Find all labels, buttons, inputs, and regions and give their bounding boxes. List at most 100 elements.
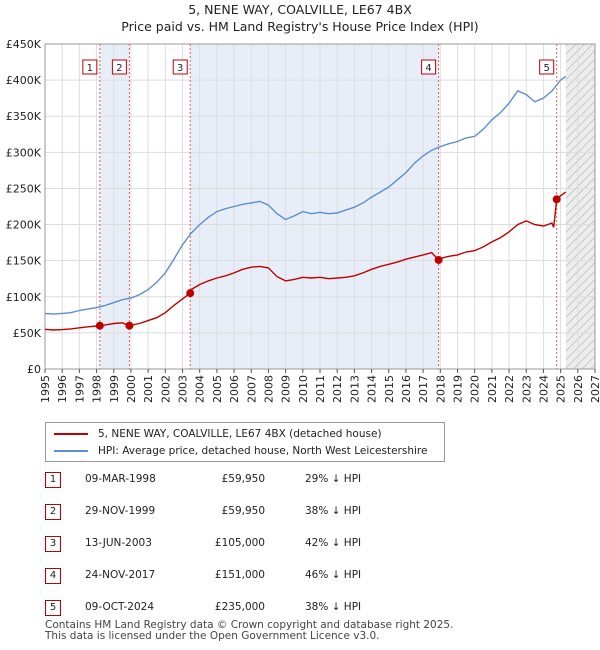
- sale-point: [434, 255, 443, 264]
- sale-label-number: 3: [177, 63, 183, 74]
- series-line: [44, 75, 567, 315]
- x-tick-label: 2020: [469, 375, 482, 403]
- price-chart: 1 2 3 4 5 £0 £50K £100K £150K £200K £250K £300K £350…: [6, 38, 600, 403]
- sale-hpi-diff: 46% ↓ HPI: [305, 569, 362, 581]
- legend-label-property: 5, NENE WAY, COALVILLE, LE67 4BX (detach…: [98, 428, 382, 440]
- sale-price: £59,950: [221, 473, 265, 485]
- footer-attribution: Contains HM Land Registry data © Crown c…: [45, 620, 453, 642]
- sale-date: 09-MAR-1998: [85, 473, 156, 485]
- legend-item-property: 5, NENE WAY, COALVILLE, LE67 4BX (detach…: [54, 426, 382, 442]
- sale-label-box: [172, 59, 188, 75]
- sale-row: 1 09-MAR-1998 £59,950 29% ↓ HPI: [45, 472, 465, 490]
- x-tick-label: 2004: [194, 375, 207, 403]
- y-tick-label: £450K: [6, 38, 42, 51]
- chart-title: 5, NENE WAY, COALVILLE, LE67 4BX: [188, 2, 412, 17]
- sale-row: 2 29-NOV-1999 £59,950 38% ↓ HPI: [45, 504, 465, 522]
- sale-number-badge: 5: [45, 600, 61, 616]
- sale-hpi-diff: 38% ↓ HPI: [305, 601, 362, 613]
- sale-period-shading: [99, 44, 130, 369]
- sale-period-shading: [190, 44, 439, 369]
- x-tick-label: 2016: [400, 375, 413, 403]
- x-tick-label: 2003: [177, 375, 190, 403]
- x-tick-label: 2011: [314, 375, 327, 403]
- chart-legend: 5, NENE WAY, COALVILLE, LE67 4BX (detach…: [45, 422, 445, 462]
- sale-date: 29-NOV-1999: [85, 505, 156, 517]
- x-tick-label: 2008: [262, 375, 275, 403]
- forecast-hatch: [565, 44, 595, 369]
- sale-point: [125, 321, 134, 330]
- sale-number-badge: 1: [45, 472, 61, 488]
- y-tick-label: £200K: [6, 219, 42, 232]
- sale-number-badge: 2: [45, 504, 61, 520]
- x-tick-label: 2010: [297, 375, 310, 403]
- sale-row: 4 24-NOV-2017 £151,000 46% ↓ HPI: [45, 568, 465, 586]
- sale-row: 3 13-JUN-2003 £105,000 42% ↓ HPI: [45, 536, 465, 554]
- sale-point: [552, 195, 561, 204]
- x-tick-label: 2023: [520, 375, 533, 403]
- sale-point: [186, 289, 195, 298]
- x-tick-label: 2015: [383, 375, 396, 403]
- footer-copyright: Contains HM Land Registry data © Crown c…: [45, 619, 454, 631]
- legend-label-hpi: HPI: Average price, detached house, Nort…: [98, 445, 428, 457]
- legend-swatch-property: [54, 433, 88, 435]
- x-tick-label: 2024: [537, 375, 550, 403]
- sale-label-number: 1: [87, 63, 93, 74]
- chart-subtitle: Price paid vs. HM Land Registry's House …: [121, 19, 479, 34]
- legend-swatch-hpi: [54, 450, 88, 452]
- x-tick-label: 2002: [159, 375, 172, 403]
- sale-number-badge: 4: [45, 568, 61, 584]
- y-tick-label: £250K: [6, 182, 42, 195]
- legend-item-hpi: HPI: Average price, detached house, Nort…: [54, 443, 427, 459]
- sale-price: £151,000: [214, 569, 265, 581]
- x-tick-label: 2001: [142, 375, 155, 403]
- sale-label-number: 5: [543, 63, 549, 74]
- sale-hpi-diff: 29% ↓ HPI: [305, 473, 362, 485]
- x-tick-label: 2009: [280, 375, 293, 403]
- sale-date: 13-JUN-2003: [85, 537, 152, 549]
- sale-label-box: [421, 59, 437, 75]
- sale-row: 5 09-OCT-2024 £235,000 38% ↓ HPI: [45, 600, 465, 618]
- footer-licence: This data is licensed under the Open Gov…: [45, 630, 380, 642]
- y-tick-label: £400K: [6, 74, 42, 87]
- sale-label-box: [82, 59, 98, 75]
- sale-label-number: 4: [425, 63, 431, 74]
- x-tick-label: 2026: [572, 375, 585, 403]
- y-tick-label: £0: [27, 363, 41, 376]
- sale-price: £105,000: [214, 537, 265, 549]
- sale-label-box: [111, 59, 127, 75]
- x-tick-label: 2025: [555, 375, 568, 403]
- sale-date: 24-NOV-2017: [85, 569, 156, 581]
- x-tick-label: 2000: [125, 375, 138, 403]
- sale-hpi-diff: 38% ↓ HPI: [305, 505, 362, 517]
- y-tick-label: £150K: [6, 255, 42, 268]
- x-tick-label: 2019: [452, 375, 465, 403]
- x-tick-label: 2005: [211, 375, 224, 403]
- y-tick-label: £350K: [6, 110, 42, 123]
- x-tick-label: 1998: [91, 375, 104, 403]
- x-tick-label: 2017: [417, 375, 430, 403]
- sale-label-number: 2: [116, 63, 122, 74]
- x-tick-label: 1996: [56, 375, 69, 403]
- y-tick-label: £300K: [6, 146, 42, 159]
- x-tick-label: 2018: [434, 375, 447, 403]
- sale-price: £59,950: [221, 505, 265, 517]
- x-tick-label: 2006: [228, 375, 241, 403]
- sale-date: 09-OCT-2024: [85, 601, 154, 613]
- x-tick-label: 2022: [503, 375, 516, 403]
- sale-price: £235,000: [214, 601, 265, 613]
- x-tick-label: 2013: [348, 375, 361, 403]
- x-tick-label: 2012: [331, 375, 344, 403]
- x-tick-label: 1995: [39, 375, 52, 403]
- x-tick-label: 1999: [108, 375, 121, 403]
- sale-label-box: [539, 59, 555, 75]
- sale-number-badge: 3: [45, 536, 61, 552]
- x-tick-label: 2007: [245, 375, 258, 403]
- sale-point: [95, 321, 104, 330]
- x-tick-label: 2027: [589, 375, 600, 403]
- y-tick-label: £50K: [13, 327, 42, 340]
- y-tick-label: £100K: [6, 291, 42, 304]
- x-tick-label: 2021: [486, 375, 499, 403]
- x-tick-label: 1997: [73, 375, 86, 403]
- x-tick-label: 2014: [366, 375, 379, 403]
- sale-hpi-diff: 42% ↓ HPI: [305, 537, 362, 549]
